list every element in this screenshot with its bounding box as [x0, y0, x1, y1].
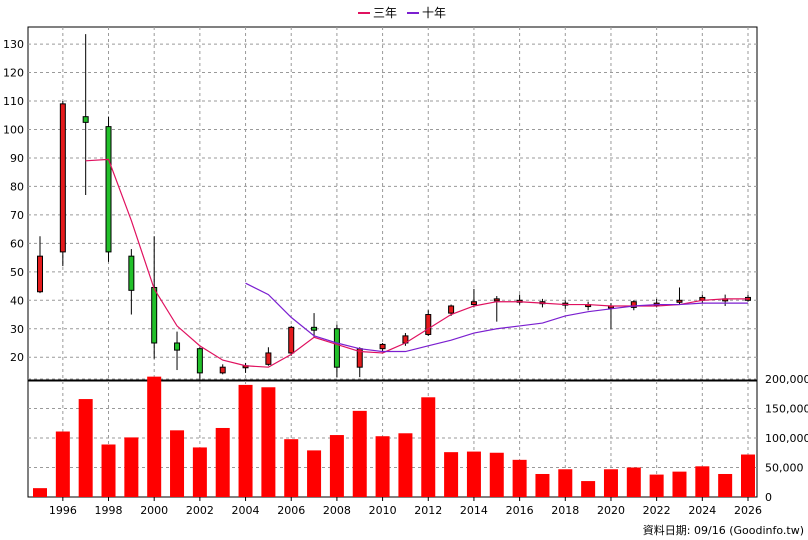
- volume-y-tick-label: 0: [765, 491, 772, 504]
- x-tick-label: 2002: [186, 504, 214, 517]
- volume-bar: [307, 450, 322, 497]
- volume-bar: [444, 452, 459, 497]
- candle-body: [288, 326, 295, 354]
- x-tick-label: 1996: [49, 504, 77, 517]
- price-y-tick-label: 60: [10, 237, 24, 250]
- x-tick-label: 2026: [734, 504, 762, 517]
- candle-body: [630, 301, 637, 308]
- candle-body: [448, 305, 455, 314]
- volume-y-tick-label: 100,000: [765, 432, 808, 445]
- volume-bar: [741, 454, 755, 497]
- price-y-tick-label: 80: [10, 180, 24, 193]
- candle-body: [128, 255, 135, 291]
- volume-bar: [55, 431, 70, 497]
- volume-bar: [192, 447, 207, 497]
- price-y-tick-label: 130: [3, 38, 24, 51]
- legend-label-10yr: 十年: [422, 6, 447, 20]
- volume-bar: [512, 459, 527, 497]
- volume-bar: [603, 469, 618, 497]
- volume-bar: [718, 473, 733, 497]
- volume-bar: [535, 473, 550, 497]
- x-tick-label: 2010: [369, 504, 397, 517]
- candle-body: [174, 342, 181, 351]
- volume-bar: [398, 433, 413, 497]
- legend-item-10yr: 十年: [407, 4, 446, 21]
- candle-body: [151, 286, 158, 344]
- volume-bar: [33, 488, 47, 497]
- legend-label-3yr: 三年: [373, 6, 398, 20]
- price-y-tick-label: 100: [3, 123, 24, 136]
- volume-bar: [421, 397, 436, 497]
- volume-bar: [284, 439, 299, 497]
- volume-bar: [649, 474, 664, 497]
- x-tick-label: 2008: [323, 504, 351, 517]
- volume-y-tick-label: 50,000: [765, 462, 804, 475]
- price-y-tick-label: 90: [10, 152, 24, 165]
- x-tick-label: 2012: [414, 504, 442, 517]
- volume-bar: [695, 466, 710, 497]
- x-tick-label: 2020: [597, 504, 625, 517]
- candle-body: [676, 299, 683, 303]
- x-tick-label: 2006: [277, 504, 305, 517]
- candle-body: [470, 301, 477, 306]
- legend-swatch-3yr: [358, 11, 370, 14]
- volume-bar: [261, 387, 276, 497]
- x-tick-label: 2018: [551, 504, 579, 517]
- volume-bar: [124, 437, 139, 497]
- ma-10yr-line: [245, 282, 748, 353]
- x-tick-label: 2014: [460, 504, 488, 517]
- price-y-tick-label: 120: [3, 67, 24, 80]
- data-date-footer: 資料日期: 09/16 (Goodinfo.tw): [642, 524, 804, 537]
- volume-bar: [466, 451, 481, 497]
- candle-body: [425, 314, 432, 335]
- x-tick-label: 2022: [643, 504, 671, 517]
- legend-item-3yr: 三年: [358, 4, 397, 21]
- volume-bar: [626, 467, 641, 497]
- candle-body: [37, 255, 43, 293]
- x-tick-label: 2024: [688, 504, 716, 517]
- volume-bar: [581, 481, 596, 497]
- chart-legend: 三年 十年: [358, 4, 446, 21]
- volume-bar: [329, 435, 344, 497]
- volume-bar: [558, 469, 573, 497]
- volume-y-tick-label: 200,000: [765, 373, 808, 386]
- x-tick-label: 2016: [506, 504, 534, 517]
- volume-bar: [238, 384, 253, 497]
- candle-body: [311, 326, 318, 331]
- volume-bar: [375, 436, 390, 497]
- volume-bar: [101, 444, 116, 497]
- price-plot-frame: [27, 26, 758, 381]
- volume-bar: [78, 399, 93, 497]
- price-y-tick-label: 50: [10, 266, 24, 279]
- candle-body: [196, 348, 203, 374]
- x-tick-label: 2000: [140, 504, 168, 517]
- price-y-tick-label: 30: [10, 323, 24, 336]
- x-tick-label: 2004: [232, 504, 260, 517]
- candle-body: [493, 298, 500, 302]
- price-y-tick-label: 110: [3, 95, 24, 108]
- price-y-tick-label: 40: [10, 294, 24, 307]
- volume-bar: [215, 427, 230, 497]
- candle-body: [265, 352, 272, 365]
- volume-bar: [147, 376, 162, 497]
- volume-bar: [489, 452, 504, 497]
- price-y-tick-label: 70: [10, 209, 24, 222]
- legend-swatch-10yr: [407, 11, 420, 14]
- volume-y-tick-label: 150,000: [765, 403, 808, 416]
- candle-body: [59, 103, 66, 253]
- x-tick-label: 1998: [95, 504, 123, 517]
- volume-bar: [170, 430, 185, 497]
- candle-body: [105, 126, 112, 253]
- candle-body: [379, 343, 386, 350]
- candle-body: [333, 328, 340, 368]
- volume-bar: [672, 471, 687, 497]
- candle-body: [219, 366, 226, 374]
- price-y-tick-label: 20: [10, 351, 24, 364]
- candle-body: [82, 116, 89, 123]
- volume-bar: [352, 410, 367, 497]
